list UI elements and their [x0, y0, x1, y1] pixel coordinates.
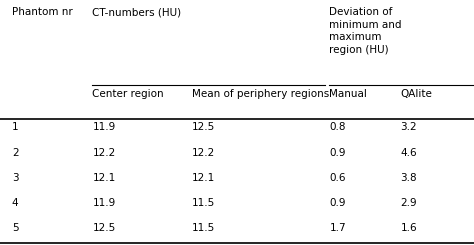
Text: Phantom nr: Phantom nr — [12, 7, 73, 17]
Text: Manual: Manual — [329, 89, 367, 99]
Text: 2.9: 2.9 — [401, 198, 417, 208]
Text: 5: 5 — [12, 223, 18, 233]
Text: 4.6: 4.6 — [401, 148, 417, 158]
Text: 1.6: 1.6 — [401, 223, 417, 233]
Text: 0.9: 0.9 — [329, 198, 346, 208]
Text: 0.8: 0.8 — [329, 122, 346, 133]
Text: Mean of periphery regions: Mean of periphery regions — [192, 89, 329, 99]
Text: 12.1: 12.1 — [192, 173, 215, 183]
Text: 12.5: 12.5 — [192, 122, 215, 133]
Text: 12.2: 12.2 — [192, 148, 215, 158]
Text: QAlite: QAlite — [401, 89, 432, 99]
Text: 1: 1 — [12, 122, 18, 133]
Text: 0.6: 0.6 — [329, 173, 346, 183]
Text: 2: 2 — [12, 148, 18, 158]
Text: 12.5: 12.5 — [92, 223, 116, 233]
Text: 3.8: 3.8 — [401, 173, 417, 183]
Text: 1.7: 1.7 — [329, 223, 346, 233]
Text: 0.9: 0.9 — [329, 148, 346, 158]
Text: 3.2: 3.2 — [401, 122, 417, 133]
Text: 12.1: 12.1 — [92, 173, 116, 183]
Text: 4: 4 — [12, 198, 18, 208]
Text: Deviation of
minimum and
maximum
region (HU): Deviation of minimum and maximum region … — [329, 7, 402, 55]
Text: 11.9: 11.9 — [92, 122, 116, 133]
Text: 11.5: 11.5 — [192, 198, 215, 208]
Text: Center region: Center region — [92, 89, 164, 99]
Text: CT-numbers (HU): CT-numbers (HU) — [92, 7, 182, 17]
Text: 12.2: 12.2 — [92, 148, 116, 158]
Text: 11.5: 11.5 — [192, 223, 215, 233]
Text: 11.9: 11.9 — [92, 198, 116, 208]
Text: 3: 3 — [12, 173, 18, 183]
